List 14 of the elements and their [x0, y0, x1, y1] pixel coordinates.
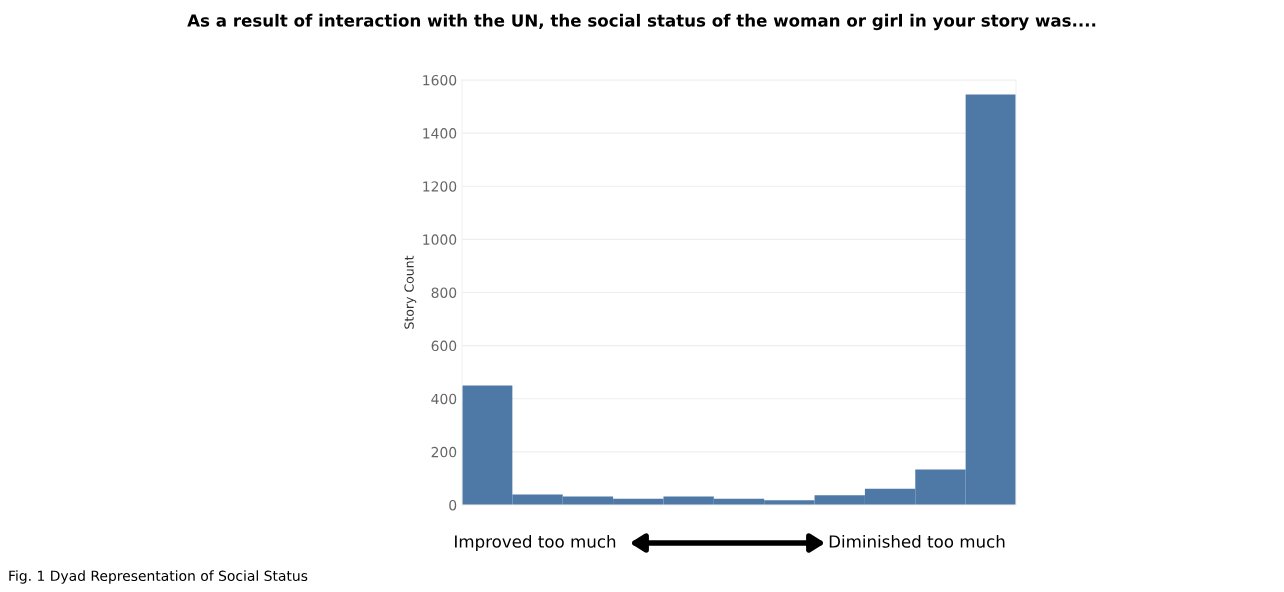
y-tick-label: 1600: [423, 74, 457, 86]
text: Diminished too much: [829, 534, 1005, 548]
text: Improved too much: [455, 534, 616, 552]
chart-title: As a result of interaction with the UN, the social status of the woman or girl in your story was....: [187, 13, 1096, 31]
y-tick-label: 1200: [423, 181, 457, 192]
y-tick-label: 0: [449, 499, 457, 511]
y-tick-label: 400: [431, 393, 457, 405]
y-tick-label: 200: [431, 446, 457, 458]
y-tick-label: 800: [431, 287, 457, 298]
caption: Fig. 1 Dyad Representation of Social Status: [9, 570, 308, 584]
y-tick-label: 1400: [423, 128, 457, 139]
y-axis-title: Story Count: [404, 255, 417, 329]
y-tick-label: 600: [431, 340, 457, 352]
y-tick-label: 1000: [423, 234, 457, 245]
